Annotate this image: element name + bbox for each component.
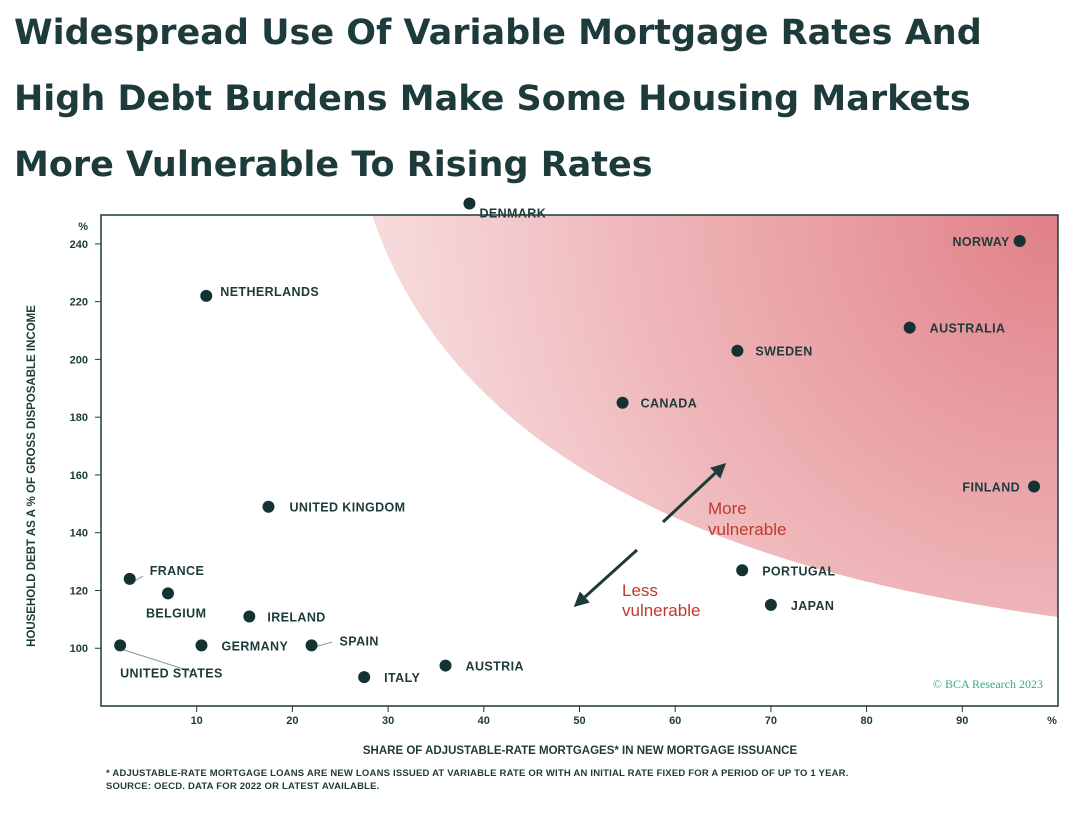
y-tick-label: 100 <box>70 643 88 655</box>
chart-title: Widespread Use Of Variable Mortgage Rate… <box>14 13 982 185</box>
point-label-netherlands: NETHERLANDS <box>220 285 319 299</box>
point-label-portugal: PORTUGAL <box>762 564 835 578</box>
point-label-canada: CANADA <box>641 397 698 411</box>
footnote: * ADJUSTABLE-RATE MORTGAGE LOANS ARE NEW… <box>106 768 849 779</box>
y-axis-ticks: 100 120 140 160 180 200 220 240 <box>70 239 101 655</box>
more-vulnerable-arrow <box>661 462 727 524</box>
point-label-spain: SPAIN <box>340 634 379 648</box>
x-tick-label: 90 <box>956 715 968 727</box>
point-japan <box>764 598 777 611</box>
point-label-france: FRANCE <box>150 564 204 578</box>
point-label-ireland: IRELAND <box>267 610 325 624</box>
point-france <box>123 572 136 585</box>
x-tick-label: 50 <box>573 715 585 727</box>
data-points: DENMARK NORWAY NETHERLANDS AUSTRALIA SWEDEN C… <box>114 197 1041 685</box>
x-tick-label: 70 <box>765 715 777 727</box>
x-tick-label: 10 <box>191 715 203 727</box>
point-label-finland: FINLAND <box>962 480 1020 494</box>
x-axis-ticks: 10 20 30 40 50 60 70 80 90 <box>191 706 968 727</box>
y-tick-label: 240 <box>70 239 88 251</box>
point-netherlands <box>200 289 213 302</box>
point-sweden <box>731 344 744 357</box>
point-austria <box>439 659 452 672</box>
point-label-denmark: DENMARK <box>479 206 546 220</box>
point-label-norway: NORWAY <box>952 235 1010 249</box>
x-axis-unit: % <box>1047 715 1057 727</box>
point-label-germany: GERMANY <box>221 639 288 653</box>
less-vulnerable-label: Less vulnerable <box>622 581 700 620</box>
point-label-austria: AUSTRIA <box>466 660 524 674</box>
point-italy <box>358 671 371 684</box>
point-finland <box>1028 480 1041 493</box>
x-tick-label: 60 <box>669 715 681 727</box>
y-tick-label: 160 <box>70 470 88 482</box>
watermark: © BCA Research 2023 <box>933 677 1043 691</box>
point-label-japan: JAPAN <box>791 599 834 613</box>
y-axis-unit: % <box>78 221 88 233</box>
point-norway <box>1013 234 1026 247</box>
point-label-united-kingdom: UNITED KINGDOM <box>289 501 405 515</box>
y-tick-label: 200 <box>70 354 88 366</box>
point-germany <box>195 639 208 652</box>
point-label-belgium: BELGIUM <box>146 606 206 620</box>
point-ireland <box>243 610 256 623</box>
x-tick-label: 40 <box>478 715 490 727</box>
less-vulnerable-arrow <box>573 548 639 608</box>
point-united-states <box>114 639 127 652</box>
point-label-italy: ITALY <box>384 671 420 685</box>
point-label-australia: AUSTRALIA <box>930 322 1006 336</box>
y-tick-label: 220 <box>70 297 88 309</box>
x-tick-label: 30 <box>382 715 394 727</box>
point-canada <box>616 396 629 409</box>
y-tick-label: 180 <box>70 412 88 424</box>
x-axis-label: SHARE OF ADJUSTABLE-RATE MORTGAGES* IN N… <box>363 745 798 757</box>
point-label-united-states: UNITED STATES <box>120 666 223 680</box>
point-portugal <box>736 564 749 577</box>
point-label-sweden: SWEDEN <box>755 345 812 359</box>
vulnerability-zone <box>372 215 1058 617</box>
point-denmark <box>463 197 476 210</box>
united-states-leader-line <box>120 648 194 673</box>
more-vulnerable-label: More vulnerable <box>708 499 786 539</box>
point-united-kingdom <box>262 500 275 513</box>
point-spain <box>305 639 318 652</box>
x-tick-label: 80 <box>860 715 872 727</box>
point-belgium <box>161 587 174 600</box>
y-axis-label: HOUSEHOLD DEBT AS A % OF GROSS DISPOSABL… <box>26 305 38 647</box>
x-tick-label: 20 <box>286 715 298 727</box>
y-tick-label: 140 <box>70 528 88 540</box>
y-tick-label: 120 <box>70 585 88 597</box>
source-note: SOURCE: OECD. DATA FOR 2022 OR LATEST AV… <box>106 781 380 792</box>
point-australia <box>903 321 916 334</box>
